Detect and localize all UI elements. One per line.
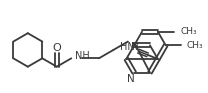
Text: O: O bbox=[52, 43, 61, 53]
Text: CH₃: CH₃ bbox=[186, 41, 203, 50]
Text: NH: NH bbox=[75, 51, 90, 61]
Text: CH₃: CH₃ bbox=[181, 27, 197, 36]
Text: HN: HN bbox=[120, 43, 134, 52]
Text: N: N bbox=[127, 73, 135, 84]
Text: N: N bbox=[131, 42, 138, 52]
